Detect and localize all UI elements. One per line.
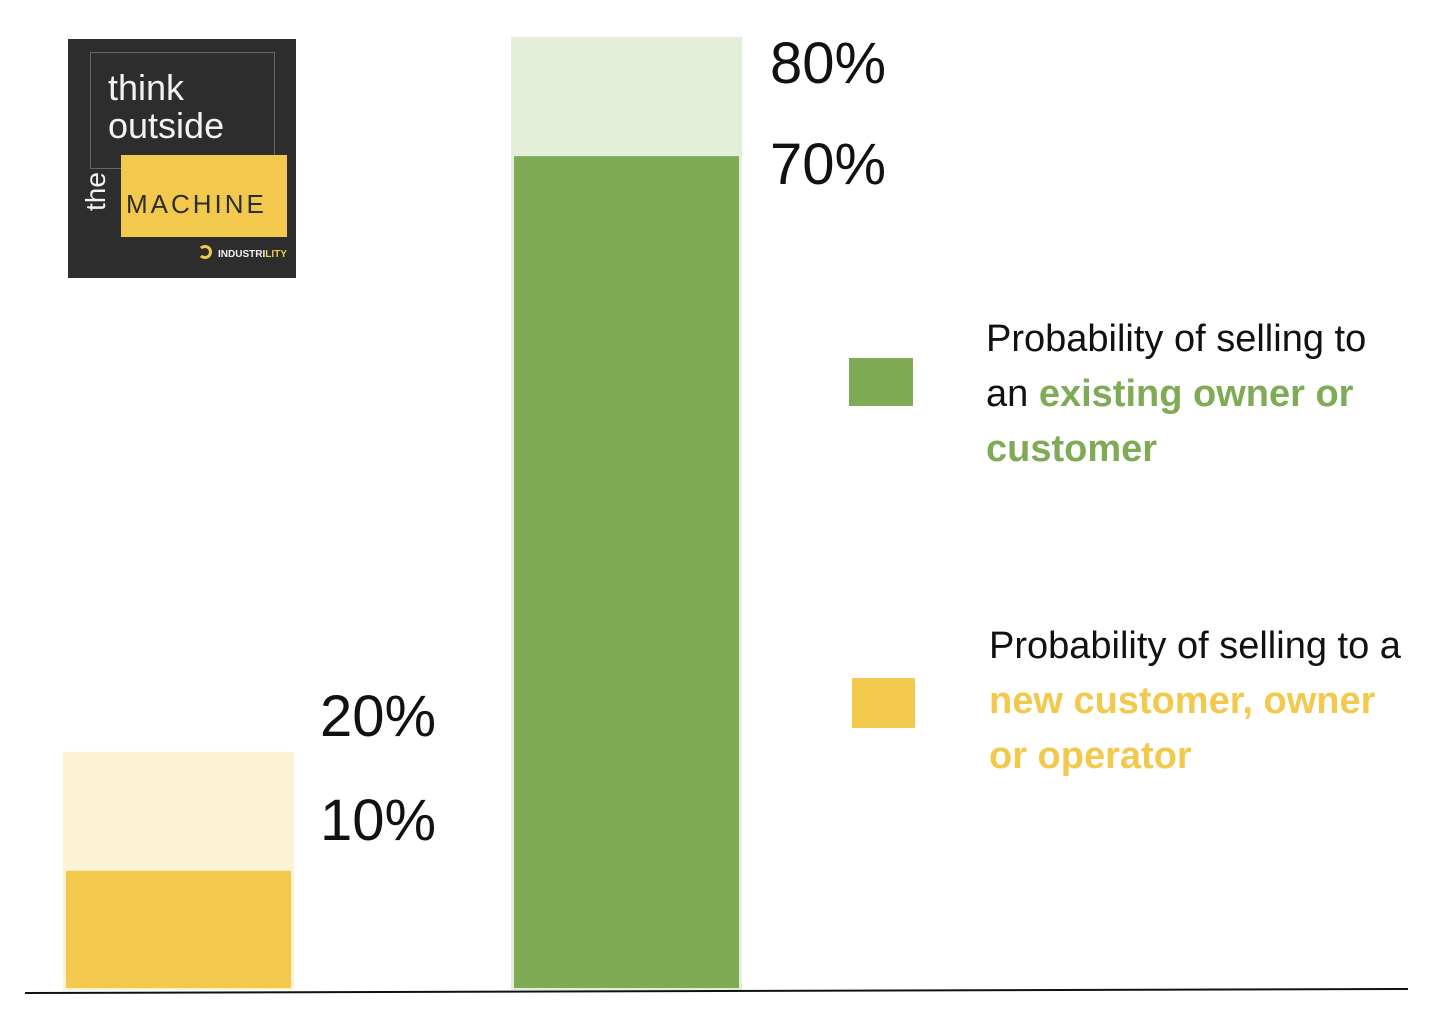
bar-upper-label: 20% bbox=[320, 684, 437, 749]
legend-text-existing: Probability of selling to an existing ow… bbox=[986, 312, 1406, 477]
x-axis-line bbox=[24, 988, 1409, 994]
legend-swatch-new bbox=[852, 678, 915, 728]
bar-value-label: 10% bbox=[320, 788, 437, 853]
logo-line-1: think bbox=[108, 67, 185, 108]
logo-line-2: outside bbox=[108, 105, 225, 146]
industrility-logo-icon bbox=[198, 245, 212, 259]
logo-the: the bbox=[80, 172, 111, 211]
bar-value-label: 70% bbox=[770, 132, 887, 197]
logo-brand-b: LITY bbox=[265, 249, 287, 260]
logo-text: think outside bbox=[108, 69, 224, 145]
legend-highlight-new: new customer, owner or operator bbox=[989, 680, 1376, 777]
legend-highlight-existing: existing owner or customer bbox=[986, 373, 1354, 470]
legend-plain-new: Probability of selling to a bbox=[989, 625, 1401, 667]
logo-machine: MACHINE bbox=[126, 189, 267, 219]
logo-brand-a: INDUSTRI bbox=[218, 249, 266, 260]
logo-yellow-box bbox=[121, 155, 287, 237]
legend-text-new: Probability of selling to a new customer… bbox=[989, 619, 1409, 784]
legend-plain-existing: Probability of selling to an bbox=[986, 318, 1367, 415]
bar-value-existing bbox=[514, 156, 739, 988]
bar-value-new bbox=[66, 870, 291, 988]
podcast-logo: think outside MACHINE the INDUSTRILITY bbox=[68, 39, 296, 278]
legend-swatch-existing bbox=[849, 358, 913, 406]
bar-upper-label: 80% bbox=[770, 31, 887, 96]
logo-brand: INDUSTRILITY bbox=[218, 249, 287, 260]
